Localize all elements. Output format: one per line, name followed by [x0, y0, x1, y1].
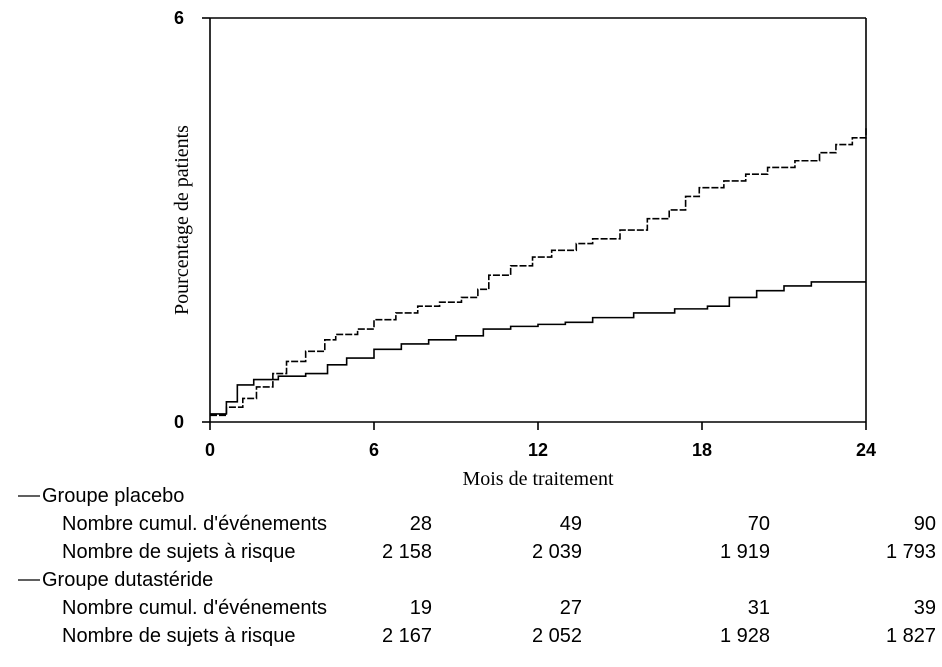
risk-row-label: Nombre de sujets à risque	[62, 541, 295, 563]
risk-row-value: 39	[914, 597, 936, 619]
risk-row-value: 28	[410, 513, 432, 535]
risk-row-label: Nombre cumul. d'événements	[62, 513, 327, 535]
risk-row-value: 1 919	[720, 541, 770, 563]
series-line-placebo	[210, 127, 867, 417]
risk-row-label: Nombre cumul. d'événements	[62, 597, 327, 619]
x-tick-label: 18	[692, 440, 712, 460]
series-line-dutasteride	[210, 281, 866, 415]
risk-row-value: 27	[560, 597, 582, 619]
x-tick-label: 12	[528, 440, 548, 460]
plot-area	[209, 17, 867, 423]
y-tick-label: 0	[174, 412, 184, 432]
risk-row-value: 90	[914, 513, 936, 535]
risk-row-value: 2 039	[532, 541, 582, 563]
x-axis-title: Mois de traitement	[462, 468, 614, 490]
risk-row-value: 1 827	[886, 625, 936, 647]
series-layer	[210, 127, 867, 417]
risk-row-value: 1 928	[720, 625, 770, 647]
risk-table: Groupe placebo Nombre cumul. d'événements…	[18, 485, 936, 647]
x-axis-ticks: 0 6 12 18 24	[205, 422, 876, 460]
risk-row-value: 1 793	[886, 541, 936, 563]
x-tick-label: 24	[856, 440, 876, 460]
x-tick-label: 0	[205, 440, 215, 460]
risk-row-value: 19	[410, 597, 432, 619]
risk-row-value: 2 167	[382, 625, 432, 647]
risk-row-value: 31	[748, 597, 770, 619]
risk-row-label: Nombre de sujets à risque	[62, 625, 295, 647]
y-tick-label: 6	[174, 8, 184, 28]
risk-row-value: 2 158	[382, 541, 432, 563]
y-axis-ticks: 06	[174, 8, 210, 432]
group-name: Groupe placebo	[42, 485, 184, 507]
x-tick-label: 6	[369, 440, 379, 460]
group-name: Groupe dutastéride	[42, 569, 213, 591]
risk-row-value: 2 052	[532, 625, 582, 647]
y-axis-title: Pourcentage de patients	[171, 125, 193, 315]
risk-row-value: 49	[560, 513, 582, 535]
risk-row-value: 70	[748, 513, 770, 535]
